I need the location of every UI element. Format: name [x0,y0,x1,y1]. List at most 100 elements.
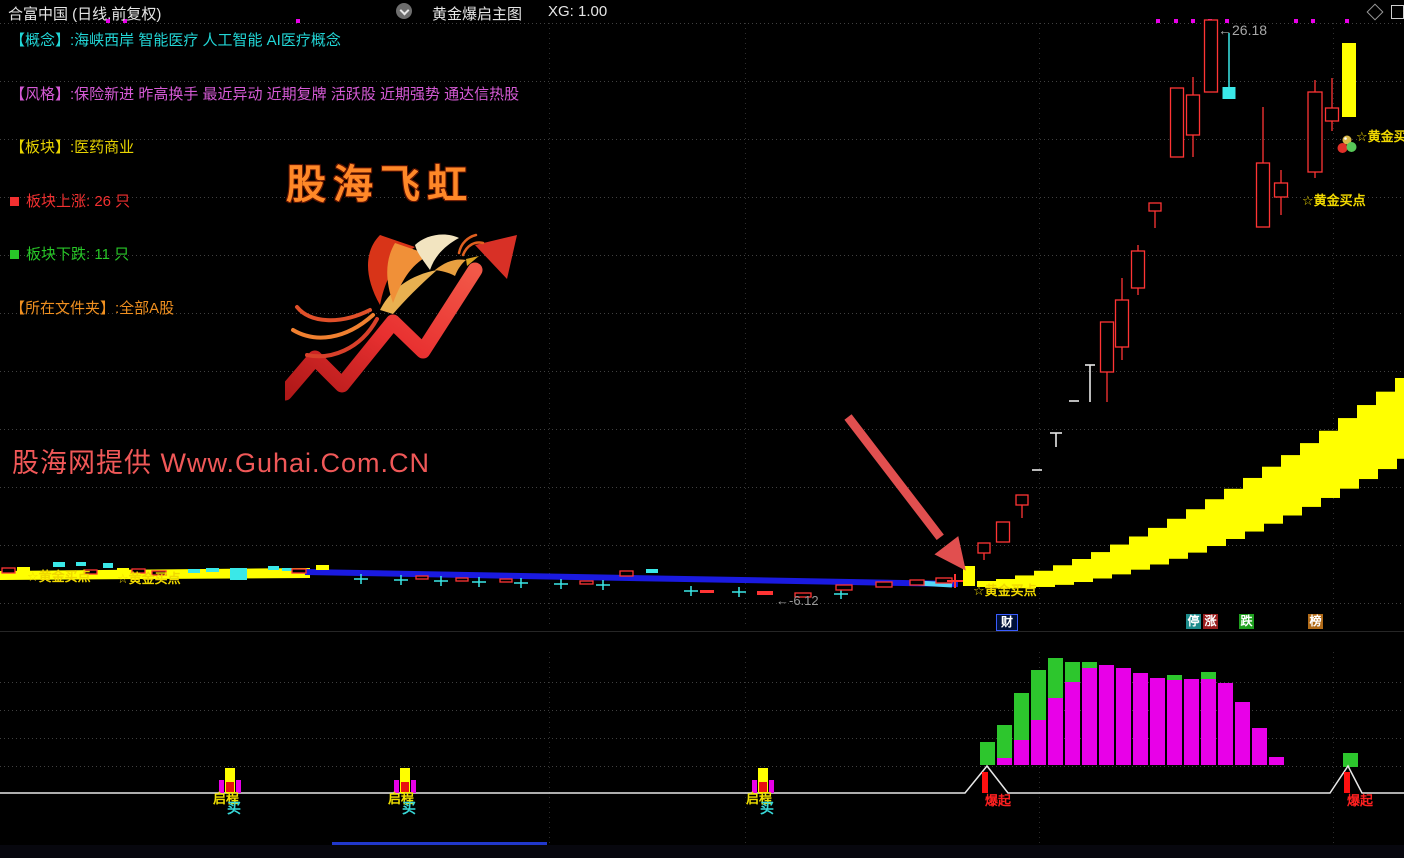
down-square-icon [10,250,19,259]
diamond-icon[interactable] [1366,3,1384,21]
small-candle [206,568,219,572]
small-candle [1,567,16,574]
candle-red [1324,107,1340,122]
small-candle [875,581,893,588]
candle-red [1273,182,1289,198]
yellow-step-band [977,581,998,587]
small-candle [131,568,146,574]
start-marker [394,780,399,793]
yellow-step-band [1053,565,1074,585]
window-icon[interactable] [1391,5,1404,19]
yellow-step-band [1110,544,1131,575]
histogram-bar-green [980,742,995,765]
mini-button-跌[interactable]: 跌 [1239,614,1254,629]
histogram-bar-magenta [1014,740,1029,765]
histogram-bar-magenta [1048,698,1063,765]
mini-button-财[interactable]: 财 [996,614,1018,631]
small-candle [794,592,812,598]
small-candle [700,590,714,593]
histogram-bar-green [1065,662,1080,682]
start-marker [219,780,224,793]
histogram-bar-magenta [1218,683,1233,765]
small-candle [151,570,167,576]
magenta-dot [1294,19,1298,23]
histogram-bar-green [1167,675,1182,680]
start-marker [759,782,767,792]
burst-marker-bar [982,772,988,793]
histogram-bar-magenta [1184,679,1199,765]
histogram-bar-green [1201,672,1216,679]
up-square-icon [10,197,19,206]
histogram-bar-magenta [1252,728,1267,765]
histogram-bar-magenta [1031,720,1046,765]
concept-line: 【概念】:海峡西岸 智能医疗 人工智能 AI医疗概念 [10,32,341,49]
yellow-step-band [1395,378,1404,459]
candle-cyan [1222,87,1236,99]
logo-text: 股海飞虹 [286,163,474,207]
sector-up-line: 板块上涨: 26 只 [10,190,130,211]
yellow-step-band [1148,527,1169,565]
yellow-step-band [1129,536,1150,570]
candle-red [1099,321,1115,373]
small-candle [103,563,113,568]
yellow-step-band [1376,391,1397,470]
magenta-dot [106,19,110,23]
histogram-bar-magenta [1201,679,1216,765]
small-candle [117,568,129,572]
magenta-dot [1345,19,1349,23]
mini-button-停[interactable]: 停 [1186,614,1201,629]
candle-red [1185,94,1201,136]
yellow-step-band [1205,499,1226,547]
blue-ma-line [304,569,959,587]
phoenix-arrow-logo [285,233,517,401]
mini-button-榜[interactable]: 榜 [1308,614,1323,629]
small-candle [76,562,86,566]
small-candle [909,579,925,586]
histogram-bar-magenta [1150,678,1165,765]
histogram-bar-magenta [1167,680,1182,765]
candle-red [1148,202,1162,212]
histogram-bar-green [1048,658,1063,698]
histogram-bar-magenta [1269,757,1284,765]
balls-icon [1344,137,1347,140]
small-candle [84,569,98,575]
start-marker [226,782,234,792]
burst-marker-bar [1344,772,1350,793]
magenta-dot [123,19,127,23]
yellow-step-band [1300,443,1321,507]
sector-down-line: 板块下跌: 11 只 [10,243,129,264]
small-candle [282,568,292,571]
small-candle [455,577,469,582]
candle-yellow [1342,43,1356,117]
histogram-bar-green [1014,693,1029,740]
candle-red [1015,494,1029,506]
candle-red [1307,91,1323,173]
histogram-bar-green [1031,670,1046,720]
small-candle [415,575,429,580]
chevron-down-icon[interactable] [396,3,412,19]
histogram-bar-green [1343,753,1358,767]
histogram-bar-magenta [1133,673,1148,765]
small-candle [499,578,513,583]
histogram-bar-green [997,725,1012,758]
candle-red [1130,250,1146,289]
magenta-dot [1156,19,1160,23]
up-arrow-icon [285,235,517,401]
start-marker [401,782,409,792]
yellow-step-band [1262,466,1283,524]
annotation-arrow [844,414,944,541]
candle-red [1114,299,1130,348]
small-candle [316,565,329,570]
small-candle [230,568,247,580]
title-bar: 合富中国 (日线.前复权) 黄金爆启主图 XG: 1.00 [0,0,1404,23]
time-axis-bar [0,845,1404,858]
histogram-bar-magenta [1116,668,1131,765]
yellow-step-band [1281,455,1302,516]
style-line: 【风格】:保险新进 昨高换手 最近异动 近期复牌 活跃股 近期强势 通达信热股 [10,86,520,103]
histogram-bar-green [1082,662,1097,668]
candle-red [1169,87,1185,158]
mini-button-涨[interactable]: 涨 [1203,614,1218,629]
start-marker [411,780,416,793]
